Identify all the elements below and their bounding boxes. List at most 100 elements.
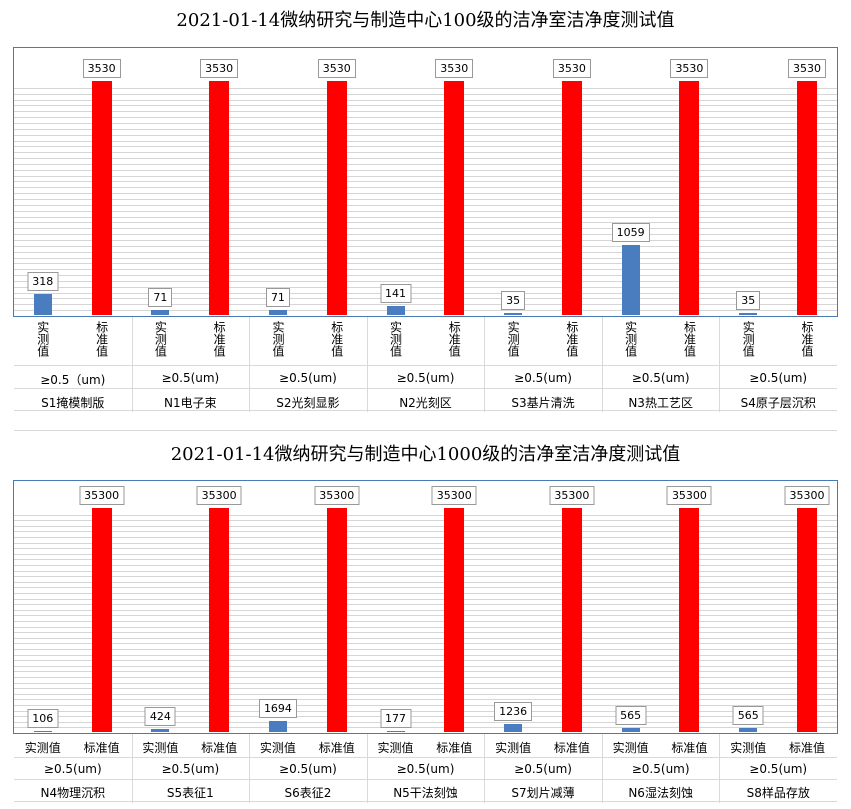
axis-separator [249, 317, 251, 412]
size-label: ≥0.5(um) [749, 762, 808, 776]
data-label: 3530 [82, 59, 121, 78]
data-label: 565 [615, 706, 647, 726]
axis-row-line [14, 410, 837, 411]
bar-standard [797, 508, 818, 732]
category-label: S8样品存放 [746, 786, 810, 800]
data-label: 35300 [79, 486, 125, 505]
subcategory-label: 标准值 [436, 741, 473, 755]
subcategory-label: 实测值 [741, 321, 756, 357]
category-label: S2光刻显影 [276, 396, 340, 410]
data-label: 141 [380, 283, 412, 303]
category-label: N2光刻区 [399, 396, 452, 410]
bar-standard [444, 508, 465, 732]
size-label: ≥0.5(um) [161, 762, 220, 776]
data-label: 318 [27, 271, 59, 291]
axis-separator [366, 734, 368, 803]
bar-measured [268, 310, 287, 315]
subcategory-label: 实测值 [495, 741, 532, 755]
category-label: N5干法刻蚀 [393, 786, 458, 800]
subcategory-label: 标准值 [682, 321, 697, 357]
bar-measured [504, 724, 523, 732]
axis-separator [719, 734, 721, 803]
size-label: ≥0.5(um) [43, 762, 102, 776]
axis-row-line [14, 801, 837, 802]
axis-separator [719, 317, 721, 412]
subcategory-label: 实测值 [388, 321, 403, 357]
subcategory-label: 标准值 [447, 321, 462, 357]
size-label: ≥0.5(um) [396, 371, 455, 385]
data-label: 35 [736, 290, 761, 310]
data-label: 424 [144, 707, 176, 727]
bar-standard [797, 81, 818, 315]
bar-measured [386, 305, 405, 315]
bar-standard [679, 81, 700, 315]
bar-standard [326, 508, 347, 732]
category-label: S4原子层沉积 [740, 396, 816, 410]
data-label: 71 [148, 288, 173, 308]
bar-measured [151, 310, 170, 315]
subcategory-label: 标准值 [94, 321, 109, 357]
data-label: 3530 [670, 59, 709, 78]
category-label: S6表征2 [284, 786, 332, 800]
subcategory-label: 实测值 [506, 321, 521, 357]
size-label: ≥0.5(um) [631, 371, 690, 385]
subcategory-label: 标准值 [201, 741, 238, 755]
chart-title-100: 2021-01-14微纳研究与制造中心100级的洁净室洁净度测试值 [176, 10, 675, 31]
size-label: ≥0.5(um) [749, 371, 808, 385]
subcategory-label: 标准值 [553, 741, 590, 755]
subcategory-label: 实测值 [259, 741, 296, 755]
plot-area-100 [13, 47, 838, 317]
category-label: S1掩模制版 [41, 396, 105, 410]
axis-separator [249, 734, 251, 803]
size-label: ≥0.5(um) [279, 762, 337, 776]
subcategory-label: 标准值 [800, 321, 815, 357]
bar-standard [444, 81, 465, 315]
data-label: 3530 [788, 59, 827, 78]
category-label: N1电子束 [164, 396, 217, 410]
category-label: S5表征1 [166, 786, 214, 800]
axis-separator [366, 317, 368, 412]
bar-measured [386, 730, 405, 732]
gridlines [14, 515, 837, 728]
axis-row-line [14, 365, 837, 366]
axis-separator [484, 317, 486, 412]
subcategory-label: 实测值 [377, 741, 414, 755]
bar-standard [561, 81, 582, 315]
size-label: ≥0.5(um) [631, 762, 690, 776]
bar-standard [209, 508, 230, 732]
size-label: ≥0.5(um) [161, 371, 220, 385]
bar-standard [91, 508, 112, 732]
subcategory-label: 实测值 [730, 741, 767, 755]
data-label: 565 [732, 706, 764, 726]
subcategory-label: 实测值 [623, 321, 638, 357]
axis-row-line [14, 779, 837, 780]
category-label: S7划片减薄 [511, 786, 575, 800]
size-label: ≥0.5(um) [396, 762, 455, 776]
plot-area-1000 [13, 480, 838, 734]
subcategory-label: 实测值 [35, 321, 50, 357]
subcategory-label: 标准值 [671, 741, 708, 755]
bar-measured [268, 721, 287, 732]
bar-standard [326, 81, 347, 315]
axis-separator [484, 734, 486, 803]
subcategory-label: 实测值 [142, 741, 179, 755]
subcategory-label: 实测值 [270, 321, 285, 357]
axis-separator [601, 317, 603, 412]
subcategory-label: 标准值 [789, 741, 826, 755]
bar-measured [151, 729, 170, 732]
bar-standard [561, 508, 582, 732]
bar-measured [33, 293, 52, 315]
data-label: 177 [380, 708, 412, 728]
bar-standard [91, 81, 112, 315]
subcategory-label: 实测值 [24, 741, 61, 755]
data-label: 3530 [200, 59, 239, 78]
axis-row-line [14, 757, 837, 758]
data-label: 35300 [431, 486, 477, 505]
subcategory-label: 标准值 [318, 741, 355, 755]
size-label: ≥0.5（um) [40, 373, 106, 387]
data-label: 1236 [494, 702, 533, 722]
data-label: 35 [501, 290, 526, 310]
bar-measured [621, 244, 640, 315]
bar-measured [739, 312, 758, 315]
subcategory-label: 标准值 [212, 321, 227, 357]
